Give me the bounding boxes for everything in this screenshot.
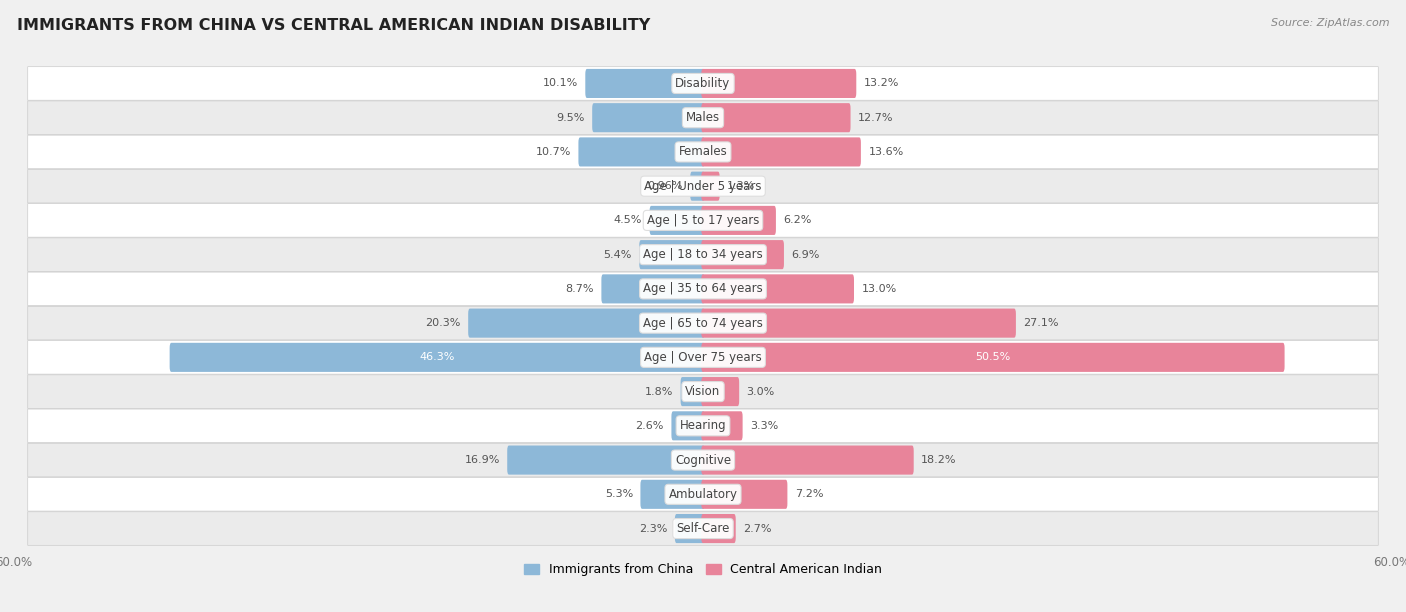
Text: Males: Males: [686, 111, 720, 124]
Text: 5.3%: 5.3%: [605, 490, 633, 499]
FancyBboxPatch shape: [28, 238, 1378, 271]
FancyBboxPatch shape: [702, 480, 787, 509]
Text: 5.4%: 5.4%: [603, 250, 631, 259]
Text: 13.6%: 13.6%: [869, 147, 904, 157]
Text: Vision: Vision: [685, 385, 721, 398]
FancyBboxPatch shape: [28, 170, 1378, 203]
FancyBboxPatch shape: [508, 446, 704, 475]
FancyBboxPatch shape: [681, 377, 704, 406]
Text: 10.7%: 10.7%: [536, 147, 571, 157]
FancyBboxPatch shape: [702, 103, 851, 132]
Legend: Immigrants from China, Central American Indian: Immigrants from China, Central American …: [519, 558, 887, 581]
FancyBboxPatch shape: [702, 446, 914, 475]
FancyBboxPatch shape: [702, 343, 1285, 372]
FancyBboxPatch shape: [28, 375, 1378, 408]
Text: 6.2%: 6.2%: [783, 215, 811, 225]
FancyBboxPatch shape: [28, 477, 1378, 511]
Text: 13.2%: 13.2%: [863, 78, 898, 89]
Text: 12.7%: 12.7%: [858, 113, 893, 122]
Text: 3.3%: 3.3%: [749, 421, 779, 431]
Text: Age | Over 75 years: Age | Over 75 years: [644, 351, 762, 364]
Text: 27.1%: 27.1%: [1024, 318, 1059, 328]
FancyBboxPatch shape: [702, 240, 785, 269]
FancyBboxPatch shape: [468, 308, 704, 338]
Text: 2.3%: 2.3%: [640, 523, 668, 534]
FancyBboxPatch shape: [672, 411, 704, 441]
Text: Age | 35 to 64 years: Age | 35 to 64 years: [643, 282, 763, 296]
Text: 10.1%: 10.1%: [543, 78, 578, 89]
Text: 9.5%: 9.5%: [557, 113, 585, 122]
Text: IMMIGRANTS FROM CHINA VS CENTRAL AMERICAN INDIAN DISABILITY: IMMIGRANTS FROM CHINA VS CENTRAL AMERICA…: [17, 18, 650, 34]
Text: 1.3%: 1.3%: [727, 181, 755, 191]
FancyBboxPatch shape: [702, 377, 740, 406]
Text: 7.2%: 7.2%: [794, 490, 824, 499]
Text: Females: Females: [679, 146, 727, 159]
Text: 2.6%: 2.6%: [636, 421, 664, 431]
FancyBboxPatch shape: [640, 480, 704, 509]
FancyBboxPatch shape: [602, 274, 704, 304]
FancyBboxPatch shape: [702, 137, 860, 166]
Text: 16.9%: 16.9%: [464, 455, 499, 465]
Text: 20.3%: 20.3%: [426, 318, 461, 328]
Text: 3.0%: 3.0%: [747, 387, 775, 397]
Text: Age | 18 to 34 years: Age | 18 to 34 years: [643, 248, 763, 261]
FancyBboxPatch shape: [702, 171, 720, 201]
FancyBboxPatch shape: [702, 69, 856, 98]
FancyBboxPatch shape: [592, 103, 704, 132]
Text: Age | 5 to 17 years: Age | 5 to 17 years: [647, 214, 759, 227]
FancyBboxPatch shape: [702, 308, 1017, 338]
FancyBboxPatch shape: [170, 343, 704, 372]
FancyBboxPatch shape: [28, 204, 1378, 237]
Text: Source: ZipAtlas.com: Source: ZipAtlas.com: [1271, 18, 1389, 28]
Text: Ambulatory: Ambulatory: [668, 488, 738, 501]
Text: Disability: Disability: [675, 77, 731, 90]
FancyBboxPatch shape: [702, 206, 776, 235]
FancyBboxPatch shape: [675, 514, 704, 543]
FancyBboxPatch shape: [702, 514, 735, 543]
FancyBboxPatch shape: [640, 240, 704, 269]
Text: 0.96%: 0.96%: [647, 181, 683, 191]
FancyBboxPatch shape: [28, 135, 1378, 169]
Text: Hearing: Hearing: [679, 419, 727, 432]
FancyBboxPatch shape: [28, 341, 1378, 374]
FancyBboxPatch shape: [650, 206, 704, 235]
FancyBboxPatch shape: [702, 411, 742, 441]
Text: Age | Under 5 years: Age | Under 5 years: [644, 180, 762, 193]
Text: 2.7%: 2.7%: [744, 523, 772, 534]
Text: 13.0%: 13.0%: [862, 284, 897, 294]
Text: 1.8%: 1.8%: [645, 387, 673, 397]
Text: Age | 65 to 74 years: Age | 65 to 74 years: [643, 316, 763, 330]
Text: 46.3%: 46.3%: [419, 353, 456, 362]
Text: 6.9%: 6.9%: [792, 250, 820, 259]
Text: Self-Care: Self-Care: [676, 522, 730, 535]
FancyBboxPatch shape: [28, 307, 1378, 340]
FancyBboxPatch shape: [28, 272, 1378, 305]
FancyBboxPatch shape: [702, 274, 853, 304]
FancyBboxPatch shape: [28, 101, 1378, 135]
FancyBboxPatch shape: [578, 137, 704, 166]
Text: 50.5%: 50.5%: [976, 353, 1011, 362]
FancyBboxPatch shape: [690, 171, 704, 201]
Text: Cognitive: Cognitive: [675, 453, 731, 466]
FancyBboxPatch shape: [585, 69, 704, 98]
Text: 18.2%: 18.2%: [921, 455, 956, 465]
FancyBboxPatch shape: [28, 443, 1378, 477]
FancyBboxPatch shape: [28, 67, 1378, 100]
FancyBboxPatch shape: [28, 409, 1378, 442]
Text: 8.7%: 8.7%: [565, 284, 593, 294]
Text: 4.5%: 4.5%: [614, 215, 643, 225]
FancyBboxPatch shape: [28, 512, 1378, 545]
